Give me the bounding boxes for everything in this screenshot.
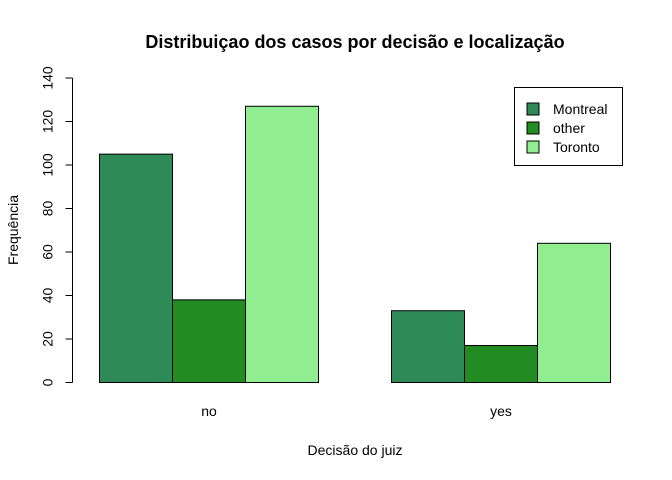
legend-label-other: other [553,120,585,136]
bar-yes-montreal [391,310,465,384]
bar-no-montreal [99,153,173,383]
legend-label-montreal: Montreal [553,101,607,117]
bar-yes-other [464,345,538,383]
y-tick-label: 80 [40,201,56,217]
legend-swatch-montreal [526,102,540,116]
y-axis: 0 20 40 60 80 100 120 140 [40,66,73,386]
legend-swatch-other [526,121,540,135]
y-tick-label: 0 [40,378,56,386]
x-tick-label-yes: yes [490,403,512,419]
y-tick-label: 20 [40,331,56,347]
legend: Montreal other Toronto [514,87,623,166]
y-axis-label: Frequência [5,195,21,265]
bar-no-other [172,299,246,384]
y-tick-label: 120 [40,110,56,134]
y-tick-label: 100 [40,153,56,177]
legend-swatch-toronto [526,140,540,154]
y-tick-label: 40 [40,288,56,304]
x-tick-label-no: no [201,403,217,419]
x-axis-tick-labels: no yes [201,403,512,419]
bar-no-toronto [245,105,319,384]
x-axis-label: Decisão do juiz [308,442,403,458]
bar-yes-toronto [537,242,611,383]
y-tick-label: 60 [40,244,56,260]
y-tick-label: 140 [40,66,56,90]
bars-layer [99,105,611,384]
legend-label-toronto: Toronto [553,139,600,155]
chart-title: Distribuiçao dos casos por decisão e loc… [145,32,564,52]
